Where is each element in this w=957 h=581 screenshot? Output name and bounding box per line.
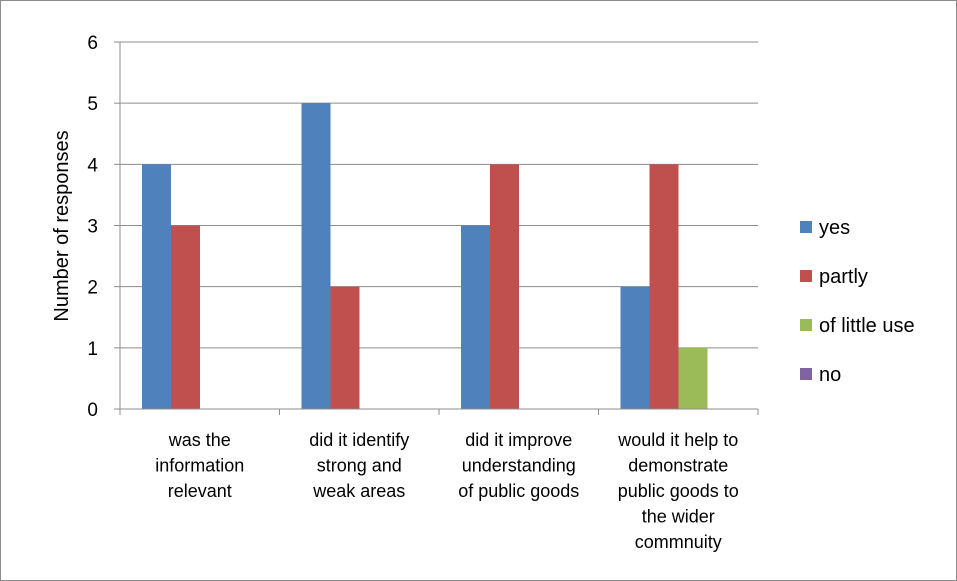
bar-partly-3 [649, 164, 679, 409]
bar-yes-2 [461, 225, 490, 409]
bar-yes-0 [142, 164, 171, 409]
category-label-line: was the [168, 430, 231, 450]
y-tick-label: 3 [87, 217, 98, 238]
legend-swatch [800, 368, 812, 380]
axes [114, 41, 759, 415]
y-tick-label: 4 [87, 155, 98, 176]
legend-label: of little use [819, 315, 915, 337]
category-label: was the information relevant [155, 430, 244, 501]
category-label-line: the wider [642, 507, 715, 527]
bar-yes-1 [301, 103, 331, 410]
y-tick-label: 2 [87, 278, 98, 299]
category-label: did it improve understanding of public goo… [458, 430, 579, 501]
category-label: did it identify strong and weak areas [309, 430, 409, 501]
y-tick-labels: 0 1 2 3 4 5 6 [87, 33, 98, 421]
category-label-line: commnuity [635, 532, 722, 552]
legend-swatch [800, 270, 812, 282]
category-label-line: information [155, 456, 244, 476]
bar-partly-1 [330, 286, 360, 409]
y-tick-label: 1 [87, 339, 98, 360]
category-label-line: demonstrate [628, 456, 728, 476]
legend-swatch [800, 221, 812, 233]
y-axis-title: Number of responses [51, 130, 73, 321]
y-tick-label: 5 [87, 94, 98, 115]
category-label: would it help to demonstrate public goods … [617, 430, 739, 552]
category-labels: was the information relevant did it identif… [155, 430, 739, 552]
legend: yes partly of little use no [800, 217, 915, 386]
bars [142, 103, 708, 410]
category-label-line: strong and [317, 456, 402, 476]
category-label-line: weak areas [312, 481, 405, 501]
bar-partly-0 [171, 225, 200, 409]
category-label-line: did it improve [465, 430, 572, 450]
category-label-line: public goods to [618, 481, 739, 501]
category-label-line: would it help to [617, 430, 738, 450]
y-tick-label: 6 [87, 33, 98, 54]
bar-yes-3 [620, 286, 650, 409]
bar-of-little-use-3 [678, 347, 708, 409]
bar-partly-2 [490, 164, 519, 409]
category-label-line: relevant [168, 481, 232, 501]
legend-swatch [800, 319, 812, 331]
category-label-line: did it identify [309, 430, 409, 450]
y-tick-label: 0 [87, 400, 98, 421]
category-label-line: understanding [462, 456, 576, 476]
legend-label: yes [819, 217, 850, 239]
category-label-line: of public goods [458, 481, 579, 501]
legend-label: partly [819, 266, 868, 288]
legend-label: no [819, 364, 841, 386]
